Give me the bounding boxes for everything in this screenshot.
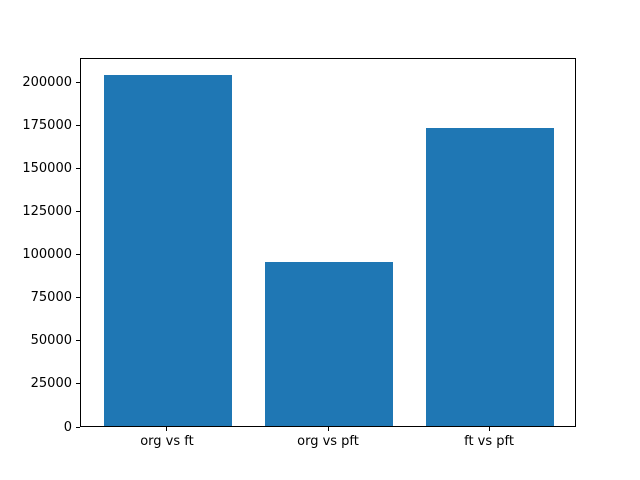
- y-tick-mark: [76, 125, 80, 127]
- bar-org-vs-pft: [264, 262, 394, 426]
- x-tick-label: ft vs pft: [464, 434, 514, 449]
- y-tick-label: 175000: [22, 118, 72, 134]
- x-tick-mark: [166, 427, 168, 431]
- plot-area: [80, 58, 576, 427]
- x-tick-label: org vs ft: [140, 434, 194, 449]
- y-tick-label: 75000: [30, 290, 72, 306]
- y-tick-label: 50000: [30, 333, 72, 349]
- y-tick-mark: [76, 340, 80, 342]
- y-tick-mark: [76, 81, 80, 83]
- y-tick-label: 25000: [30, 376, 72, 392]
- y-tick-label: 100000: [22, 247, 72, 263]
- y-tick-mark: [76, 426, 80, 428]
- y-tick-mark: [76, 383, 80, 385]
- y-tick-mark: [76, 297, 80, 299]
- y-tick-mark: [76, 211, 80, 213]
- y-tick-label: 125000: [22, 204, 72, 220]
- x-tick-label: org vs pft: [297, 434, 359, 449]
- y-tick-label: 0: [63, 419, 72, 435]
- x-tick-mark: [327, 427, 329, 431]
- y-tick-label: 150000: [22, 161, 72, 177]
- bar-org-vs-ft: [103, 74, 233, 426]
- bar-ft-vs-pft: [425, 127, 555, 426]
- x-tick-mark: [488, 427, 490, 431]
- y-tick-label: 200000: [22, 74, 72, 90]
- y-tick-mark: [76, 254, 80, 256]
- y-tick-mark: [76, 168, 80, 170]
